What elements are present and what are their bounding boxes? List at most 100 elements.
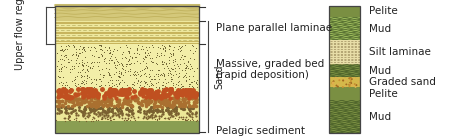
Point xyxy=(135,102,143,104)
Point xyxy=(67,96,75,98)
Point xyxy=(58,110,65,112)
Point xyxy=(71,93,79,95)
Point xyxy=(155,100,163,102)
Point xyxy=(162,81,170,84)
Point xyxy=(180,107,187,110)
Point xyxy=(67,96,74,98)
Point xyxy=(125,50,133,52)
Point xyxy=(90,112,98,114)
Point xyxy=(98,49,105,51)
Point xyxy=(115,103,123,105)
Point xyxy=(138,45,146,47)
Point xyxy=(145,116,153,118)
Point xyxy=(154,81,162,83)
Point xyxy=(110,106,118,108)
Point xyxy=(123,102,131,104)
Point xyxy=(104,103,112,106)
Point xyxy=(164,72,172,75)
Point xyxy=(153,52,161,54)
Point xyxy=(88,106,95,108)
Point xyxy=(122,44,130,46)
Point xyxy=(89,65,97,67)
Point xyxy=(65,116,73,118)
Point xyxy=(157,73,165,75)
Point xyxy=(171,97,179,100)
Point xyxy=(184,101,191,103)
Point xyxy=(78,111,86,113)
Point xyxy=(61,120,69,122)
Point xyxy=(140,67,148,70)
Point xyxy=(157,95,164,97)
Point xyxy=(91,105,98,107)
Point xyxy=(142,113,150,115)
Point xyxy=(163,100,171,102)
Point xyxy=(118,110,125,113)
Point xyxy=(99,117,106,119)
Point xyxy=(160,95,168,97)
Point xyxy=(116,76,124,79)
Point xyxy=(184,90,192,93)
Point xyxy=(152,56,160,58)
Point xyxy=(65,85,73,88)
Point xyxy=(120,81,128,83)
Point xyxy=(128,105,136,107)
Point xyxy=(161,116,169,119)
Point xyxy=(142,102,150,104)
Point xyxy=(167,109,174,112)
Point xyxy=(77,74,85,77)
Point xyxy=(148,113,156,115)
Point xyxy=(96,44,103,46)
Point xyxy=(157,102,165,105)
Text: Sand: Sand xyxy=(214,64,225,89)
Point xyxy=(171,98,179,100)
Point xyxy=(62,45,70,47)
Point xyxy=(67,59,74,61)
Point xyxy=(177,83,185,85)
Point xyxy=(80,49,88,51)
Point xyxy=(76,52,84,54)
Point xyxy=(191,79,198,82)
Point xyxy=(123,100,131,103)
Point xyxy=(187,107,194,109)
Point xyxy=(189,116,196,118)
Point xyxy=(188,81,196,84)
Point xyxy=(179,107,187,110)
Point xyxy=(189,75,196,77)
Point xyxy=(144,100,151,102)
Point xyxy=(191,92,199,95)
Point xyxy=(154,118,161,121)
Point xyxy=(187,90,194,92)
Point xyxy=(162,94,169,96)
Point xyxy=(118,117,126,119)
Point xyxy=(352,86,359,88)
Point xyxy=(80,46,87,48)
Text: Pelite: Pelite xyxy=(369,6,398,16)
Point xyxy=(82,119,89,122)
Point xyxy=(90,119,97,122)
Point xyxy=(151,101,158,103)
Bar xyxy=(55,121,199,133)
Point xyxy=(147,60,155,62)
Point xyxy=(56,95,64,97)
Point xyxy=(94,94,102,96)
Point xyxy=(68,80,76,82)
Point xyxy=(97,73,104,75)
Point xyxy=(81,111,88,114)
Point xyxy=(101,101,109,103)
Point xyxy=(139,117,147,119)
Point xyxy=(100,115,108,117)
Point xyxy=(62,96,69,98)
Point xyxy=(127,63,134,65)
Point xyxy=(160,54,168,56)
Point xyxy=(164,111,172,113)
Point xyxy=(167,73,174,75)
Point xyxy=(103,100,111,102)
Point xyxy=(172,106,180,108)
Point xyxy=(184,90,192,92)
Point xyxy=(110,73,118,75)
Point xyxy=(81,110,88,112)
Point xyxy=(172,72,180,75)
Point xyxy=(184,60,192,62)
Point xyxy=(147,81,155,84)
Point xyxy=(79,51,86,53)
